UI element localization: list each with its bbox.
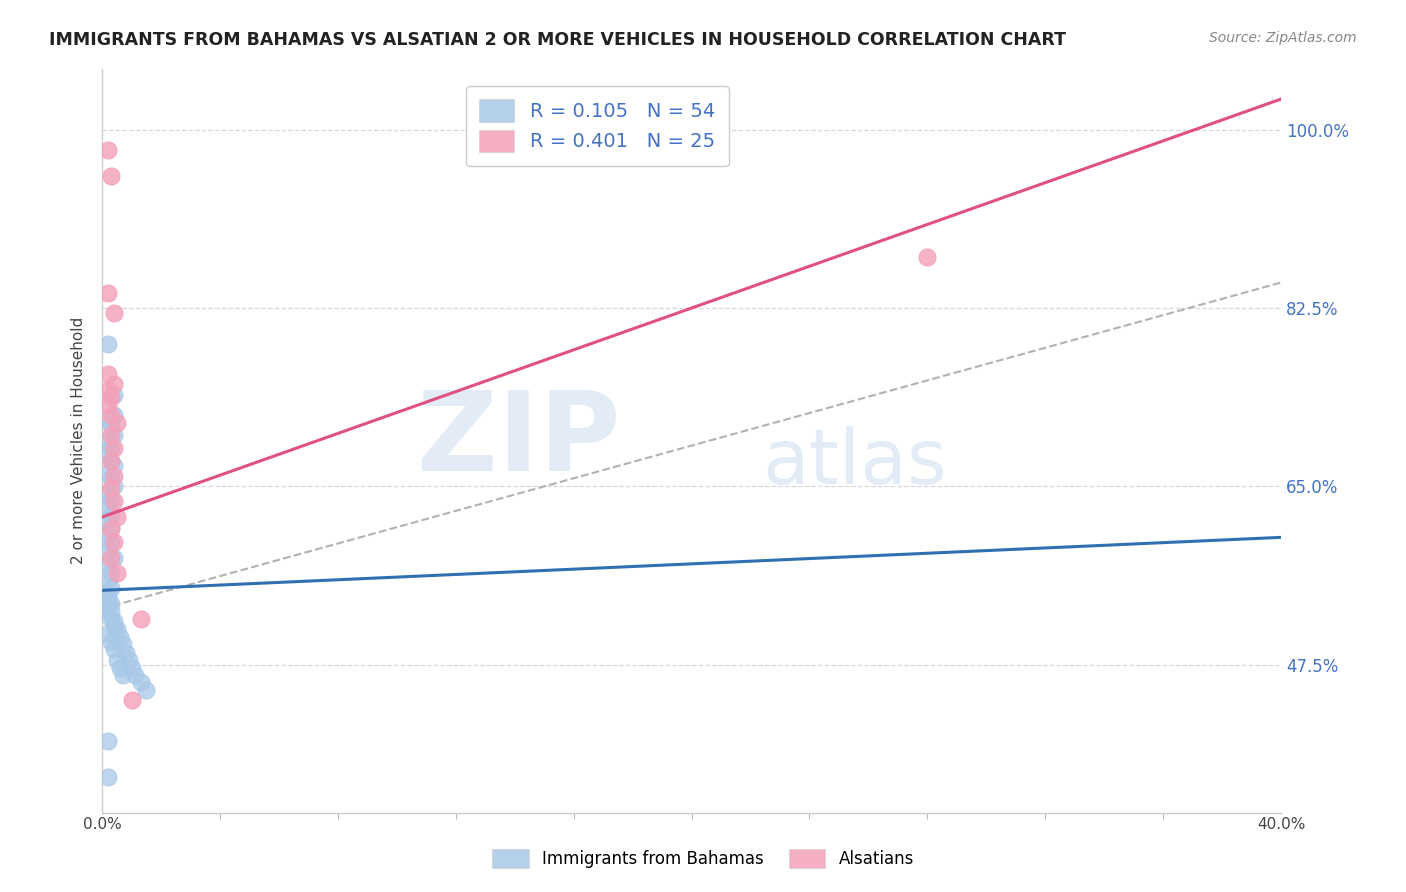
Point: [118, 653, 141, 667]
Point: [97, 143, 120, 157]
Text: IMMIGRANTS FROM BAHAMAS VS ALSATIAN 2 OR MORE VEHICLES IN HOUSEHOLD CORRELATION : IMMIGRANTS FROM BAHAMAS VS ALSATIAN 2 OR…: [49, 31, 1066, 49]
Point: [100, 390, 122, 404]
Point: [100, 635, 122, 649]
Point: [129, 675, 152, 690]
Point: [129, 612, 152, 626]
Point: [100, 566, 122, 580]
Point: [97, 434, 120, 448]
Point: [100, 441, 122, 455]
Point: [97, 573, 120, 587]
Point: [100, 428, 122, 442]
Point: [97, 466, 120, 480]
Point: [100, 612, 122, 626]
Text: atlas: atlas: [762, 425, 948, 500]
Point: [103, 441, 125, 455]
Y-axis label: 2 or more Vehicles in Household: 2 or more Vehicles in Household: [72, 317, 86, 564]
Point: [103, 493, 125, 508]
Point: [121, 693, 143, 707]
Point: [103, 550, 125, 565]
Point: [105, 653, 128, 667]
Point: [100, 520, 122, 534]
Point: [97, 368, 120, 382]
Point: [100, 508, 122, 522]
Point: [105, 566, 128, 580]
Point: [97, 513, 120, 527]
Point: [103, 408, 125, 422]
Point: [108, 661, 131, 675]
Point: [103, 479, 125, 493]
Point: [97, 597, 120, 611]
Point: [100, 582, 122, 596]
Point: [103, 387, 125, 401]
Point: [103, 614, 125, 628]
Point: [97, 542, 120, 557]
Point: [100, 454, 122, 468]
Point: [100, 492, 122, 507]
Point: [917, 250, 939, 264]
Point: [100, 454, 122, 468]
Point: [100, 418, 122, 433]
Point: [100, 605, 122, 619]
Point: [97, 770, 120, 784]
Point: [105, 622, 128, 636]
Point: [121, 661, 143, 675]
Point: [103, 458, 125, 473]
Point: [97, 336, 120, 351]
Point: [100, 597, 122, 611]
Point: [111, 668, 134, 682]
Legend: Immigrants from Bahamas, Alsatians: Immigrants from Bahamas, Alsatians: [485, 842, 921, 875]
Text: ZIP: ZIP: [418, 387, 621, 494]
Point: [111, 637, 134, 651]
Point: [114, 646, 136, 660]
Point: [97, 734, 120, 748]
Point: [97, 627, 120, 641]
Point: [97, 558, 120, 572]
Point: [97, 413, 120, 427]
Point: [100, 169, 122, 183]
Point: [97, 398, 120, 412]
Point: [97, 285, 120, 300]
Point: [100, 408, 122, 422]
Point: [97, 589, 120, 603]
Point: [97, 591, 120, 606]
Point: [97, 604, 120, 618]
Point: [103, 620, 125, 634]
Point: [105, 510, 128, 524]
Point: [105, 416, 128, 430]
Point: [103, 428, 125, 442]
Point: [124, 668, 146, 682]
Point: [97, 528, 120, 542]
Point: [103, 535, 125, 549]
Point: [97, 486, 120, 500]
Point: [103, 469, 125, 483]
Point: [103, 642, 125, 657]
Text: Source: ZipAtlas.com: Source: ZipAtlas.com: [1209, 31, 1357, 45]
Point: [103, 377, 125, 392]
Point: [100, 550, 122, 565]
Point: [100, 522, 122, 536]
Point: [97, 383, 120, 397]
Point: [103, 306, 125, 320]
Point: [100, 535, 122, 549]
Point: [108, 630, 131, 644]
Point: [100, 471, 122, 485]
Point: [135, 683, 157, 698]
Point: [97, 500, 120, 514]
Point: [97, 447, 120, 461]
Point: [100, 482, 122, 496]
Legend: R = 0.105   N = 54, R = 0.401   N = 25: R = 0.105 N = 54, R = 0.401 N = 25: [465, 86, 728, 166]
